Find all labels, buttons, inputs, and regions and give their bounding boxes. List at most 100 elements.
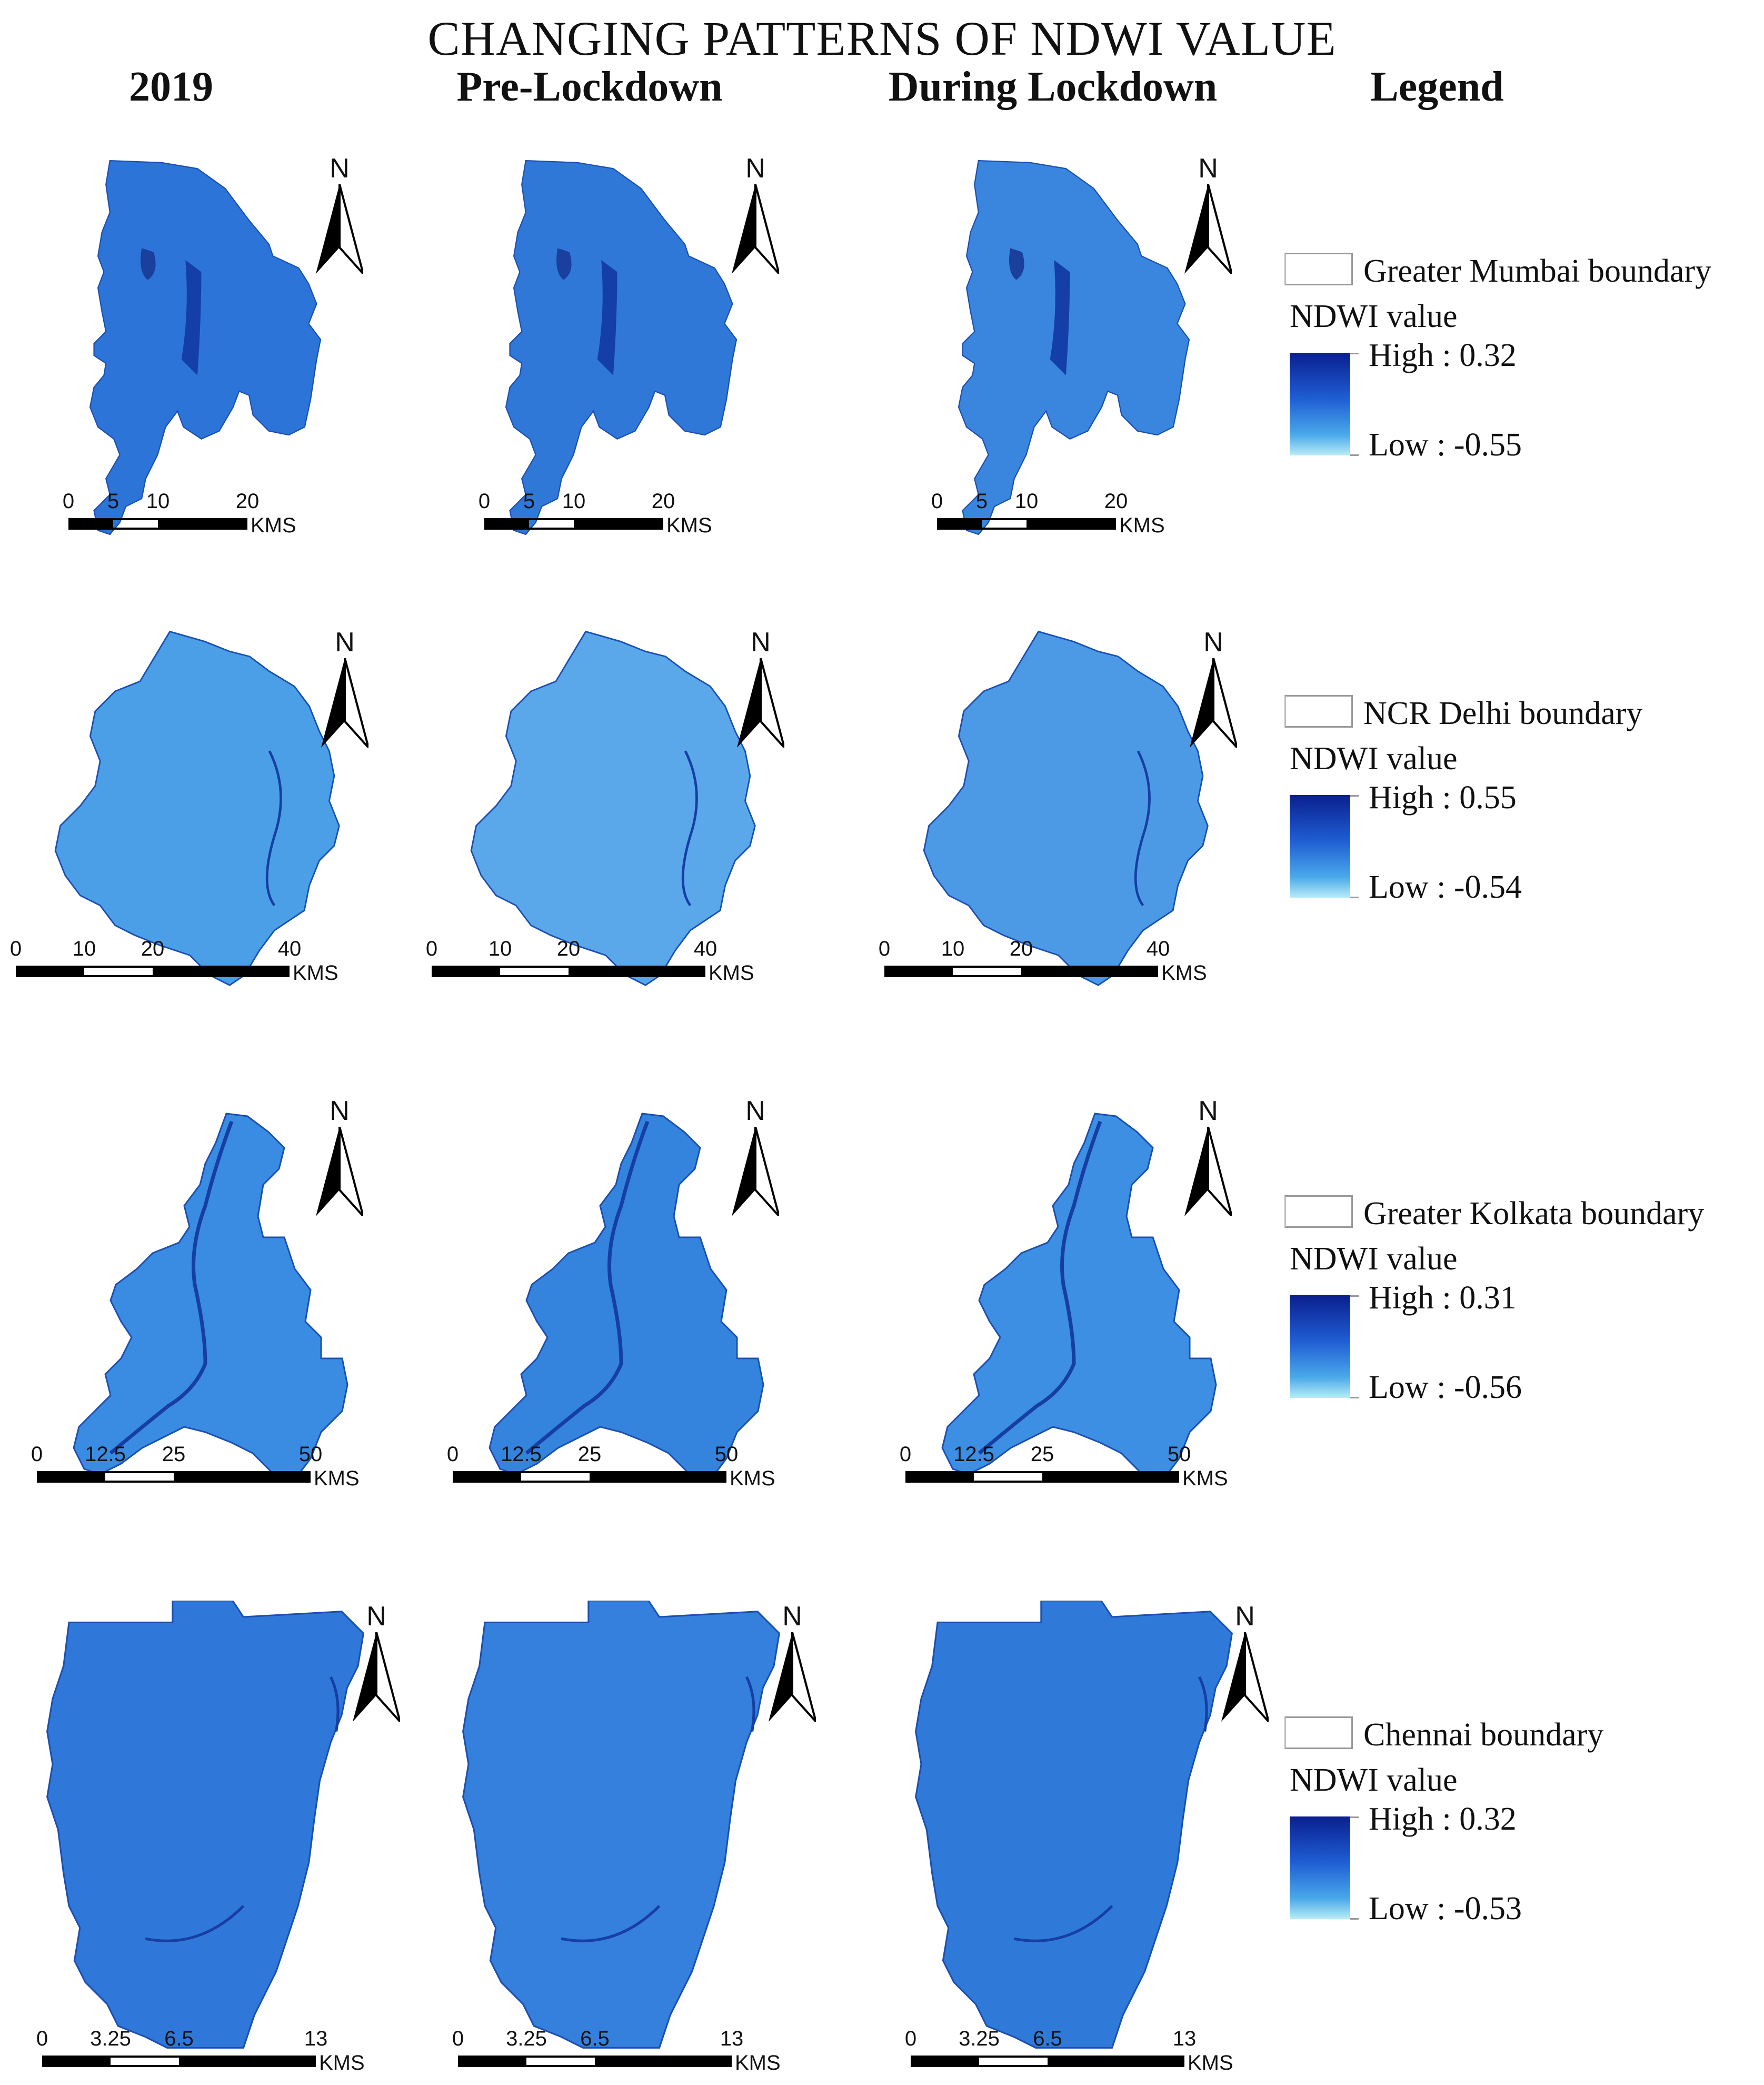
scale-bar: 0 10 20 40 KMS — [426, 937, 769, 995]
scale-tick-label: 6.5 — [164, 2027, 194, 2050]
map-panel-kolkata-0: N 0 12.5 25 50 KMS — [16, 1090, 447, 1564]
scale-tick-label: 10 — [72, 937, 96, 960]
map-panel-mumbai-1: N 0 5 10 20 KMS — [432, 153, 863, 627]
kolkata-boundary-area — [941, 1113, 1217, 1481]
scale-tick-label: 13 — [1172, 2027, 1197, 2050]
map-panel-chennai-0: N 0 3.25 6.5 13 KMS — [16, 1595, 447, 2074]
map-panel-kolkata-2: N 0 12.5 25 50 KMS — [884, 1090, 1316, 1564]
scale-tick-label: 20 — [556, 937, 581, 960]
ndwi-low-label: Low : -0.54 — [1369, 869, 1522, 905]
scale-tick-label: 6.5 — [580, 2027, 610, 2050]
boundary-swatch — [1284, 1716, 1353, 1749]
north-label: N — [330, 153, 350, 184]
legend-delhi: NCR Delhi boundary NDWI value High : 0.55 L… — [1284, 695, 1758, 906]
scale-tick-label: 13 — [304, 2027, 328, 2050]
north-arrow-icon: N — [732, 627, 790, 748]
scale-tick-label: 0 — [9, 937, 22, 960]
scale-tick-label: 20 — [651, 490, 675, 513]
north-arrow-icon: N — [311, 153, 368, 274]
scale-bar-graphic — [884, 966, 1158, 977]
mumbai-water-feature — [1050, 260, 1070, 375]
mumbai-water-feature — [597, 260, 617, 375]
delhi-boundary-area — [54, 630, 340, 986]
north-arrow-icon: N — [726, 153, 784, 274]
scale-bar: 0 12.5 25 50 KMS — [31, 1443, 374, 1501]
chennai-ndwi-map — [46, 1601, 365, 2049]
scale-bar-graphic — [37, 1471, 311, 1483]
ndwi-color-ramp — [1290, 1816, 1350, 1919]
delhi-water-feature — [265, 750, 282, 907]
north-arrow-icon: N — [1216, 1601, 1274, 1722]
scale-tick-label: 40 — [693, 937, 717, 960]
ndwi-high-label: High : 0.32 — [1369, 337, 1517, 373]
scale-tick-label: 20 — [235, 490, 260, 513]
north-label: N — [1198, 153, 1218, 184]
ndwi-color-ramp — [1290, 353, 1350, 455]
delhi-ndwi-map — [54, 630, 340, 986]
scale-tick-label: 40 — [1146, 937, 1170, 960]
scale-bar-graphic — [16, 966, 290, 977]
legend-mumbai: Greater Mumbai boundary NDWI value High : … — [1284, 253, 1758, 463]
boundary-swatch — [1284, 695, 1353, 728]
scale-tick-label: 0 — [899, 1443, 912, 1466]
kolkata-ndwi-map — [489, 1113, 764, 1481]
column-header-2019: 2019 — [129, 64, 213, 110]
scale-unit-label: KMS — [319, 2051, 365, 2074]
scale-bar: 0 5 10 20 KMS — [63, 490, 311, 548]
scale-tick-label: 3.25 — [90, 2027, 131, 2050]
scale-bar-graphic — [432, 966, 705, 977]
chennai-water-feature — [745, 1676, 755, 1732]
map-panel-delhi-0: N 0 10 20 40 KMS — [10, 627, 447, 1100]
scale-tick-label: 10 — [1014, 490, 1039, 513]
scale-bar: 0 5 10 20 KMS — [479, 490, 726, 548]
ndwi-high-label: High : 0.55 — [1369, 780, 1517, 816]
ndwi-value-title: NDWI value — [1290, 1762, 1458, 1798]
kolkata-ndwi-map — [941, 1113, 1217, 1481]
scale-tick-label: 12.5 — [85, 1443, 126, 1466]
chennai-boundary-area — [46, 1601, 365, 2049]
scale-tick-label: 5 — [107, 490, 119, 513]
scale-tick-label: 0 — [878, 937, 891, 960]
scale-bar: 0 5 10 20 KMS — [931, 490, 1179, 548]
mumbai-ndwi-map — [505, 160, 738, 535]
kolkata-boundary-area — [73, 1113, 348, 1481]
delhi-boundary-area — [470, 630, 756, 986]
scale-tick-label: 12.5 — [953, 1443, 994, 1466]
north-arrow-icon: N — [763, 1601, 821, 1722]
scale-tick-label: 0 — [62, 490, 75, 513]
scale-tick-label: 0 — [452, 2027, 464, 2050]
ndwi-value-title: NDWI value — [1290, 299, 1458, 334]
north-label: N — [335, 627, 355, 658]
ndwi-low-label: Low : -0.53 — [1369, 1891, 1522, 1927]
map-panel-delhi-1: N 0 10 20 40 KMS — [426, 627, 863, 1100]
scale-tick-label: 40 — [277, 937, 302, 960]
scale-tick-label: 25 — [162, 1443, 186, 1466]
scale-tick-label: 10 — [941, 937, 965, 960]
north-label: N — [751, 627, 771, 658]
north-arrow-icon: N — [726, 1095, 784, 1216]
mumbai-ndwi-map — [89, 160, 322, 535]
scale-tick-label: 3.25 — [506, 2027, 547, 2050]
chennai-water-feature — [329, 1676, 340, 1732]
map-panel-delhi-2: N 0 10 20 40 KMS — [879, 627, 1316, 1100]
chennai-water-feature — [561, 1905, 661, 1942]
scale-tick-label: 0 — [446, 1443, 459, 1466]
scale-tick-label: 0 — [478, 490, 491, 513]
boundary-label: Chennai boundary — [1363, 1717, 1604, 1753]
scale-tick-label: 10 — [146, 490, 170, 513]
chennai-water-feature — [1198, 1676, 1208, 1732]
scale-tick-label: 6.5 — [1033, 2027, 1062, 2050]
scale-tick-label: 0 — [904, 2027, 917, 2050]
ndwi-high-label: High : 0.31 — [1369, 1280, 1517, 1316]
ndwi-low-label: Low : -0.56 — [1369, 1369, 1522, 1405]
scale-tick-label: 12.5 — [501, 1443, 542, 1466]
scale-bar: 0 12.5 25 50 KMS — [900, 1443, 1242, 1501]
boundary-label: NCR Delhi boundary — [1363, 696, 1643, 731]
kolkata-water-feature — [525, 1120, 650, 1455]
scale-tick-label: 50 — [714, 1443, 739, 1466]
north-arrow-icon: N — [311, 1095, 368, 1216]
column-header-legend: Legend — [1370, 64, 1504, 110]
scale-tick-label: 5 — [523, 490, 535, 513]
scale-tick-label: 5 — [975, 490, 988, 513]
scale-bar-graphic — [68, 518, 247, 530]
